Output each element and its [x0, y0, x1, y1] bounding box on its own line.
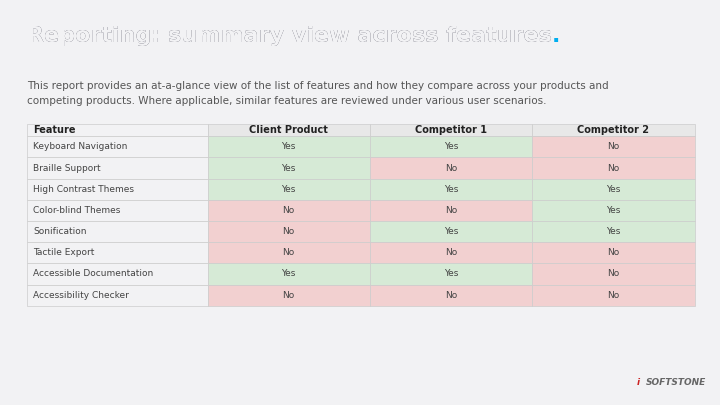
Text: Yes: Yes — [444, 143, 458, 151]
Bar — [27, 158, 207, 179]
Bar — [27, 179, 207, 200]
Text: Yes: Yes — [444, 185, 458, 194]
Text: No: No — [607, 143, 619, 151]
Text: No: No — [445, 291, 457, 300]
Text: Accessible Documentation: Accessible Documentation — [33, 269, 153, 279]
Text: Tactile Export: Tactile Export — [33, 248, 94, 257]
Bar — [370, 242, 532, 263]
Text: Yes: Yes — [606, 185, 621, 194]
Text: Yes: Yes — [282, 185, 296, 194]
Bar — [27, 242, 207, 263]
Bar — [207, 136, 370, 158]
Text: No: No — [607, 269, 619, 279]
Bar — [532, 124, 695, 136]
Text: No: No — [282, 248, 294, 257]
Bar — [532, 179, 695, 200]
Bar — [370, 221, 532, 242]
Bar — [207, 200, 370, 221]
Text: Yes: Yes — [444, 227, 458, 236]
Bar — [207, 263, 370, 285]
Bar — [27, 200, 207, 221]
Text: Keyboard Navigation: Keyboard Navigation — [33, 143, 127, 151]
Text: No: No — [607, 248, 619, 257]
Text: Competitor 2: Competitor 2 — [577, 125, 649, 135]
Bar — [27, 285, 207, 306]
Text: High Contrast Themes: High Contrast Themes — [33, 185, 134, 194]
Text: Client Product: Client Product — [249, 125, 328, 135]
Text: No: No — [607, 291, 619, 300]
Text: Competitor 1: Competitor 1 — [415, 125, 487, 135]
Text: Yes: Yes — [606, 227, 621, 236]
Text: SOFTSTONE: SOFTSTONE — [646, 378, 706, 387]
Text: No: No — [282, 206, 294, 215]
Bar — [370, 285, 532, 306]
Bar — [207, 179, 370, 200]
Bar — [370, 136, 532, 158]
Bar — [27, 136, 207, 158]
Bar — [532, 221, 695, 242]
Text: No: No — [282, 291, 294, 300]
Bar — [207, 124, 370, 136]
Bar — [27, 124, 207, 136]
Text: .: . — [552, 26, 561, 46]
Text: No: No — [445, 164, 457, 173]
Bar — [370, 158, 532, 179]
Bar — [207, 221, 370, 242]
Text: Sonification: Sonification — [33, 227, 86, 236]
Bar — [532, 136, 695, 158]
Text: Yes: Yes — [282, 269, 296, 279]
Text: Reporting: summary view across features: Reporting: summary view across features — [27, 26, 552, 46]
Text: Accessibility Checker: Accessibility Checker — [33, 291, 129, 300]
Bar — [207, 242, 370, 263]
Bar — [370, 179, 532, 200]
Text: No: No — [282, 227, 294, 236]
Text: Yes: Yes — [282, 143, 296, 151]
Text: No: No — [607, 164, 619, 173]
Text: No: No — [445, 206, 457, 215]
Bar — [370, 124, 532, 136]
Text: Yes: Yes — [282, 164, 296, 173]
Text: Braille Support: Braille Support — [33, 164, 101, 173]
Text: This report provides an at-a-glance view of the list of features and how they co: This report provides an at-a-glance view… — [27, 81, 609, 106]
Bar — [207, 158, 370, 179]
Bar — [532, 200, 695, 221]
Text: Yes: Yes — [606, 206, 621, 215]
Bar — [532, 242, 695, 263]
Bar — [27, 221, 207, 242]
Text: Reporting: summary view across features.: Reporting: summary view across features. — [27, 26, 561, 46]
Text: i: i — [637, 378, 640, 387]
Text: No: No — [445, 248, 457, 257]
Text: Color-blind Themes: Color-blind Themes — [33, 206, 120, 215]
Bar — [370, 263, 532, 285]
Bar — [532, 263, 695, 285]
Text: Yes: Yes — [444, 269, 458, 279]
Text: Feature: Feature — [33, 125, 76, 135]
Bar — [370, 200, 532, 221]
Bar — [207, 285, 370, 306]
Bar — [532, 158, 695, 179]
Bar — [27, 263, 207, 285]
Bar — [532, 285, 695, 306]
